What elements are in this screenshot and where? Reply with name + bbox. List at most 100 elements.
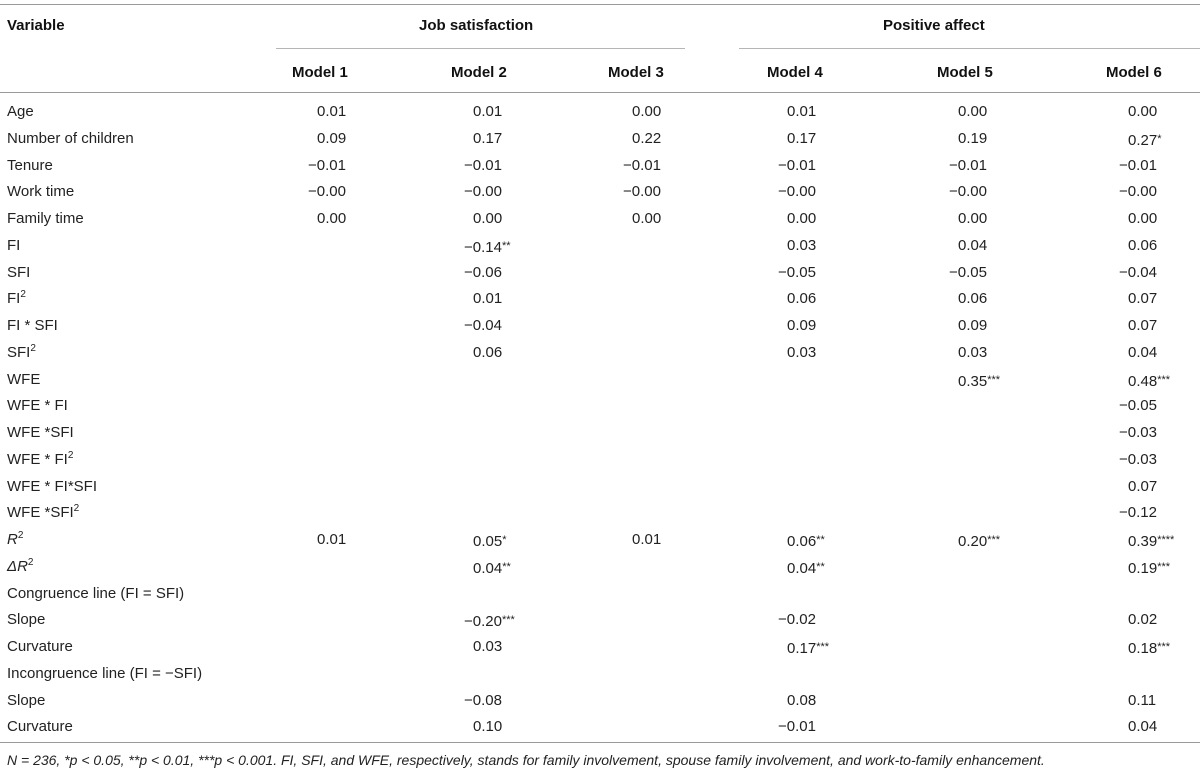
table-cell: −0.01 — [464, 157, 502, 174]
table-cell: 0.01 — [473, 290, 503, 307]
table-cell: −0.06 — [464, 264, 502, 281]
table-cell: 0.09 — [787, 317, 817, 334]
table-cell: 0.18*** — [1128, 640, 1171, 657]
model-1-header: Model 1 — [292, 64, 348, 81]
table-cell: 0.04 — [958, 237, 988, 254]
table-cell: 0.35*** — [958, 373, 1001, 390]
row-label: Family time — [7, 210, 84, 227]
table-cell: 0.00 — [632, 103, 662, 120]
table-cell: 0.03 — [473, 638, 503, 655]
table-cell: −0.01 — [778, 157, 816, 174]
table-cell: 0.00 — [473, 210, 503, 227]
table-cell: −0.20*** — [464, 613, 515, 630]
table-cell: 0.06 — [958, 290, 988, 307]
table-cell: 0.06 — [1128, 237, 1158, 254]
table-cell: 0.00 — [1128, 210, 1158, 227]
table-cell: 0.19*** — [1128, 560, 1171, 577]
row-label: R2 — [7, 530, 24, 549]
job-satisfaction-header: Job satisfaction — [419, 17, 534, 34]
table-cell: 0.00 — [958, 210, 988, 227]
table-cell: 0.17 — [787, 130, 817, 147]
table-cell: −0.01 — [308, 157, 346, 174]
table-cell: 0.04** — [473, 560, 511, 577]
row-label: WFE * FI*SFI — [7, 478, 97, 495]
table-cell: −0.05 — [949, 264, 987, 281]
table-cell: 0.48*** — [1128, 373, 1171, 390]
row-label: FI — [7, 237, 21, 254]
table-cell: 0.09 — [958, 317, 988, 334]
row-label: WFE *SFI2 — [7, 503, 80, 522]
top-rule — [0, 4, 1200, 5]
table-cell: −0.05 — [778, 264, 816, 281]
variable-header: Variable — [7, 17, 65, 34]
table-cell: 0.01 — [473, 103, 503, 120]
row-label: Work time — [7, 183, 75, 200]
table-cell: −0.08 — [464, 692, 502, 709]
table-cell: 0.07 — [1128, 478, 1158, 495]
row-label: Curvature — [7, 718, 73, 735]
table-cell: 0.27* — [1128, 132, 1162, 149]
table-cell: −0.00 — [949, 183, 987, 200]
table-cell: −0.01 — [778, 718, 816, 735]
table-cell: 0.00 — [1128, 103, 1158, 120]
row-label: ΔR2 — [7, 557, 34, 576]
table-cell: 0.02 — [1128, 611, 1158, 628]
model-6-header: Model 6 — [1106, 64, 1162, 81]
table-cell: 0.03 — [787, 237, 817, 254]
row-label: SFI2 — [7, 343, 36, 362]
table-cell: 0.05* — [473, 533, 507, 550]
table-cell: 0.22 — [632, 130, 662, 147]
positive-affect-rule — [739, 48, 1200, 49]
table-cell: −0.03 — [1119, 451, 1157, 468]
row-label: Curvature — [7, 638, 73, 655]
header-rule — [0, 92, 1200, 93]
table-cell: −0.04 — [464, 317, 502, 334]
table-cell: 0.10 — [473, 718, 503, 735]
table-cell: 0.07 — [1128, 290, 1158, 307]
positive-affect-header: Positive affect — [883, 17, 985, 34]
table-cell: −0.01 — [949, 157, 987, 174]
table-cell: 0.17*** — [787, 640, 830, 657]
table-cell: −0.00 — [464, 183, 502, 200]
table-cell: −0.00 — [308, 183, 346, 200]
table-cell: 0.08 — [787, 692, 817, 709]
table-cell: 0.00 — [632, 210, 662, 227]
table-cell: −0.00 — [778, 183, 816, 200]
table-cell: −0.00 — [1119, 183, 1157, 200]
table-cell: 0.03 — [787, 344, 817, 361]
table-cell: 0.09 — [317, 130, 347, 147]
bottom-rule — [0, 742, 1200, 743]
table-cell: 0.11 — [1128, 692, 1157, 709]
row-label: Slope — [7, 611, 46, 628]
table-cell: 0.20*** — [958, 533, 1001, 550]
row-label: Congruence line (FI = SFI) — [7, 585, 185, 602]
table-cell: 0.06 — [787, 290, 817, 307]
table-cell: 0.01 — [317, 531, 347, 548]
table-cell: 0.01 — [632, 531, 662, 548]
row-label: WFE * FI2 — [7, 450, 74, 469]
table-cell: 0.06 — [473, 344, 503, 361]
model-2-header: Model 2 — [451, 64, 507, 81]
table-cell: −0.05 — [1119, 397, 1157, 414]
row-label: WFE — [7, 371, 41, 388]
table-footnote: N = 236, *p < 0.05, **p < 0.01, ***p < 0… — [7, 752, 1045, 768]
job-satisfaction-rule — [276, 48, 685, 49]
row-label: Number of children — [7, 130, 134, 147]
row-label: Tenure — [7, 157, 53, 174]
model-4-header: Model 4 — [767, 64, 823, 81]
row-label: FI * SFI — [7, 317, 58, 334]
table-cell: 0.04** — [787, 560, 825, 577]
row-label: Age — [7, 103, 34, 120]
table-cell: 0.07 — [1128, 317, 1158, 334]
row-label: WFE *SFI — [7, 424, 74, 441]
table-cell: −0.01 — [1119, 157, 1157, 174]
table-cell: −0.14** — [464, 239, 511, 256]
table-cell: 0.01 — [787, 103, 817, 120]
table-cell: 0.17 — [473, 130, 503, 147]
table-cell: −0.01 — [623, 157, 661, 174]
row-label: Incongruence line (FI = −SFI) — [7, 665, 203, 682]
row-label: FI2 — [7, 289, 26, 308]
table-cell: −0.04 — [1119, 264, 1157, 281]
table-cell: 0.01 — [317, 103, 347, 120]
table-cell: −0.03 — [1119, 424, 1157, 441]
